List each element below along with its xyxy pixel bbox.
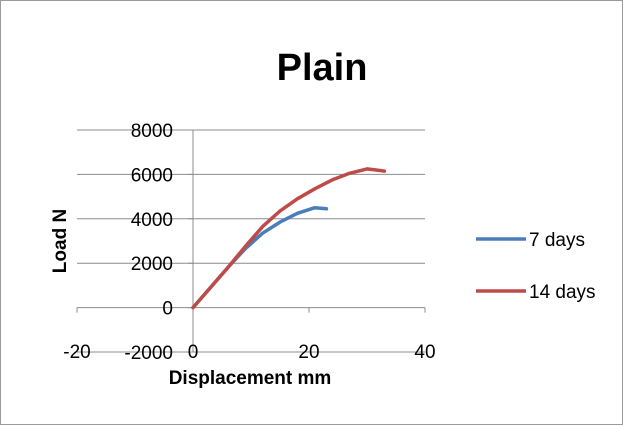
x-tick-label: 0 [188,342,199,363]
y-tick-label: -2000 [124,343,173,364]
y-tick-labels: -2000 0 2000 4000 6000 8000 [124,121,173,364]
x-tick-labels: -20 0 20 40 [63,342,435,363]
gridlines [77,129,425,353]
y-tick-label: 2000 [131,254,173,275]
series-lines [191,167,387,310]
legend-label: 7 days [529,230,585,251]
y-tick-label: 8000 [131,121,173,142]
chart-title: Plain [277,47,368,89]
y-tick-label: 6000 [131,165,173,186]
legend-item: 14 days [476,282,596,303]
x-tick-label: 40 [414,342,435,363]
series-line [191,167,387,310]
legend-item: 7 days [476,230,585,251]
y-axis-label: Load N [50,209,71,273]
series-line [191,205,329,310]
x-tick-label: -20 [63,342,90,363]
y-tick-label: 4000 [131,210,173,231]
legend: 7 days 14 days [476,230,596,303]
y-tick-label: 0 [162,299,173,320]
x-tick-label: 20 [298,342,319,363]
legend-label: 14 days [529,282,596,303]
x-axis-label: Displacement mm [169,368,332,389]
